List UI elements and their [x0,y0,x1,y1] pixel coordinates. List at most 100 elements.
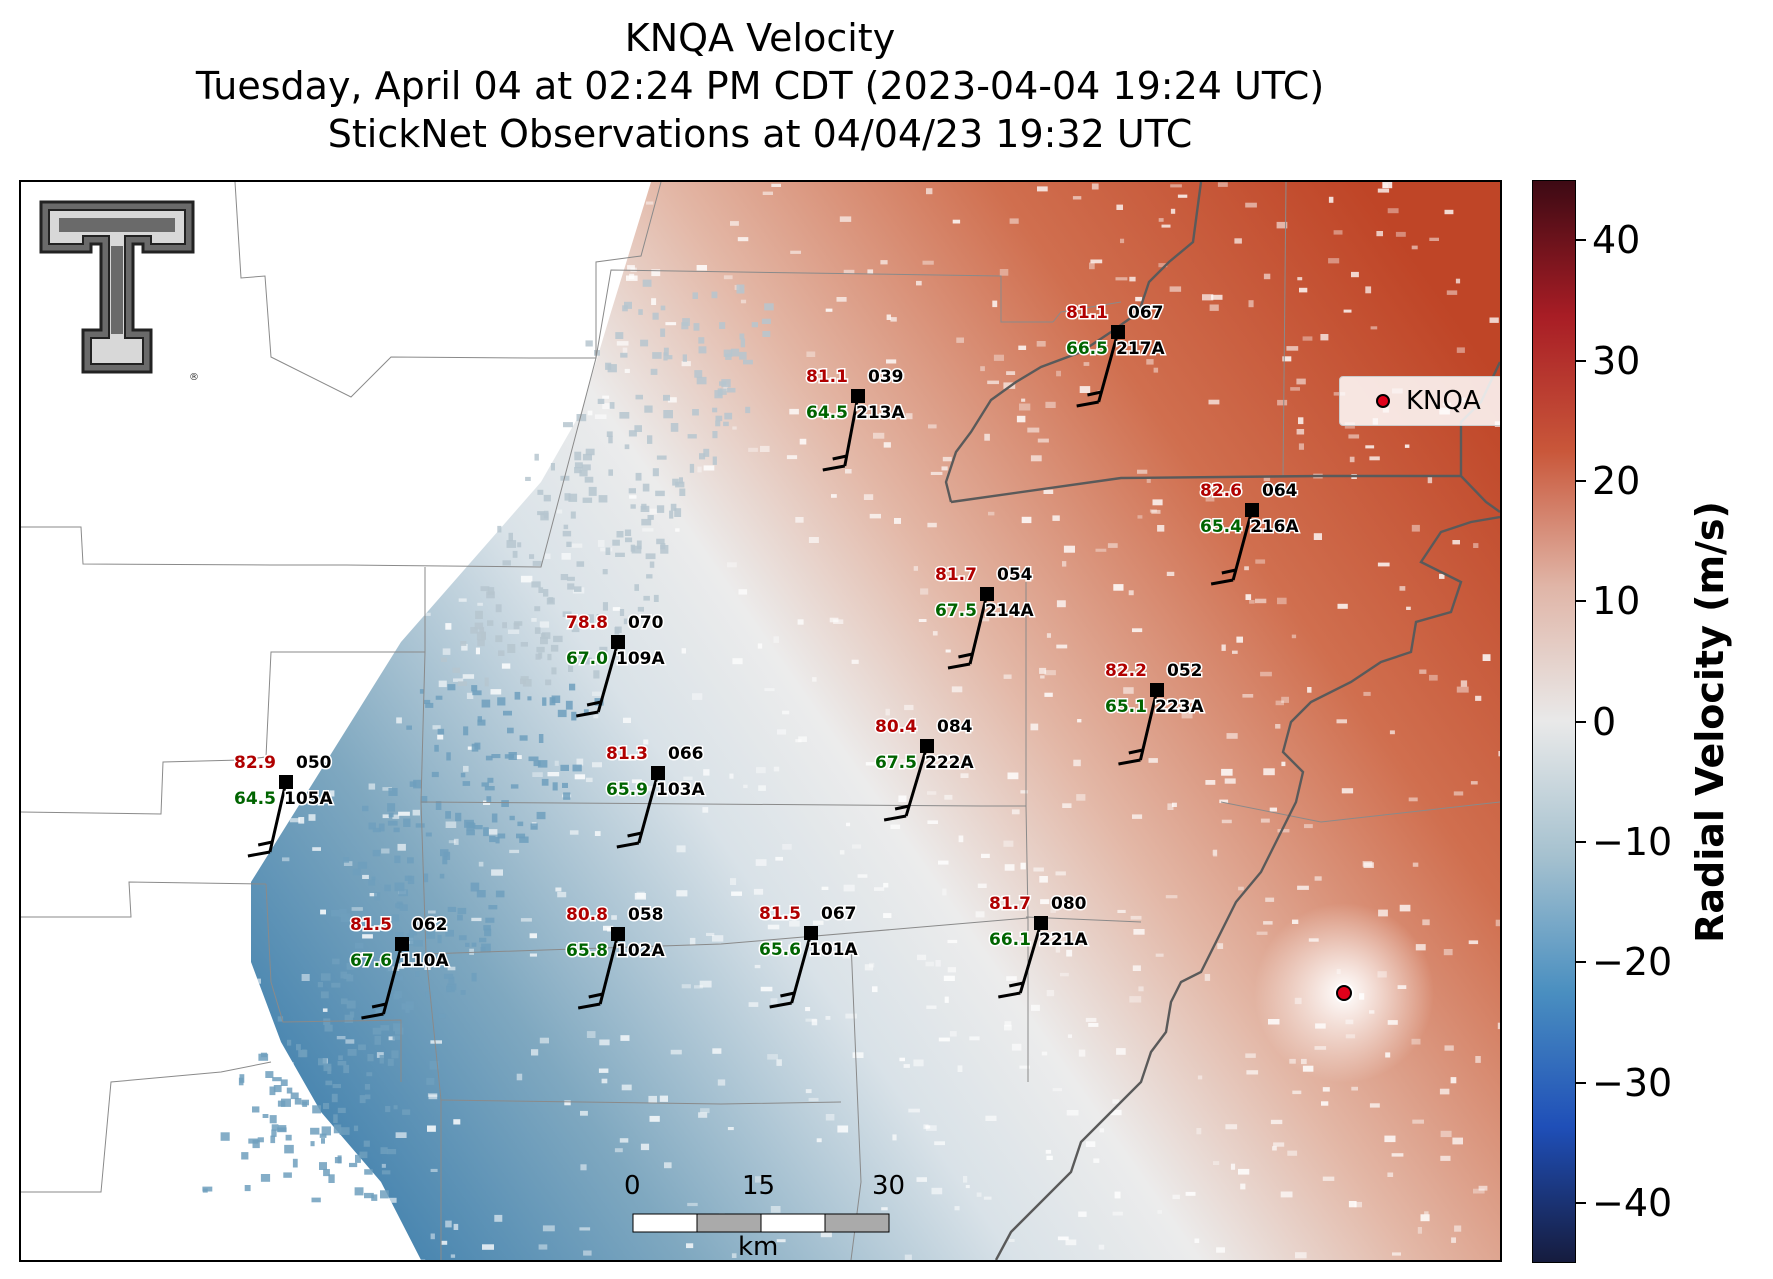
colorbar-tick-mark [1576,1201,1586,1204]
station-marker [279,775,293,789]
station-temperature: 81.1 [806,367,848,387]
wind-barb-flag [894,804,910,811]
colorbar-tick-mark [1576,600,1586,603]
station-dewpoint: 65.4 [1200,517,1242,537]
colorbar-tick-mark [1576,961,1586,964]
wind-barb-flag [1221,568,1237,575]
map-legend: KNQA [1339,376,1500,426]
legend-label: KNQA [1406,386,1481,416]
station-id: 105A [284,789,333,809]
station-dewpoint: 66.5 [1066,339,1108,359]
station-216A[interactable]: 82.6 064 65.4 216A [1199,480,1301,586]
station-temperature: 82.2 [1105,661,1147,681]
station-105A[interactable]: 82.9 050 64.5 105A [233,752,335,858]
station-213A[interactable]: 81.1 039 64.5 213A [805,366,907,472]
station-dewpoint: 65.9 [606,780,648,800]
registered-mark: ® [189,372,199,383]
station-wind-direction: 050 [296,753,332,773]
station-dewpoint: 67.0 [566,649,608,669]
station-marker [804,926,818,940]
station-102A[interactable]: 80.8 058 65.8 102A [565,904,667,1010]
wind-barb-shaft [843,395,860,467]
station-217A[interactable]: 81.1 067 66.5 217A [1065,302,1167,408]
station-103A[interactable]: 81.3 066 65.9 103A [605,743,707,849]
station-dewpoint: 67.5 [935,601,977,621]
wind-barb-shaft [790,932,813,1004]
wind-barb-flag [616,841,640,849]
station-id: 217A [1116,339,1165,359]
station-marker [651,766,665,780]
colorbar-tick-label: 10 [1592,579,1641,624]
station-dewpoint: 64.5 [234,789,276,809]
station-id: 101A [809,940,858,960]
wind-barb-flag [1076,400,1099,408]
station-dewpoint: 65.1 [1105,697,1147,717]
colorbar [1532,180,1576,1263]
station-109A[interactable]: 78.8 070 67.0 109A [565,612,667,718]
wind-barb-flag [769,1001,792,1009]
wind-barb-flag [588,992,604,999]
county-boundaries [21,182,1500,1260]
wind-barb-flag [780,991,795,998]
colorbar-tick-mark [1576,720,1586,723]
station-wind-direction: 058 [628,905,664,925]
wind-barb-flag [947,662,971,670]
wind-barb-shaft [637,772,660,844]
scale-unit: km [738,1232,779,1262]
station-id: 110A [400,951,449,971]
sticknet-stations: 81.1 039 64.5 213A 81.1 067 66.5 217A 82.6 064 65.… [233,302,1301,1020]
station-222A[interactable]: 80.4 084 67.5 222A [874,716,976,822]
wind-barb-flag [832,454,847,461]
colorbar-tick-mark [1576,479,1586,482]
wind-barb-flag [1087,390,1102,397]
scale-label-30: 30 [872,1171,906,1201]
station-wind-direction: 070 [628,613,664,633]
station-id: 216A [1250,517,1299,537]
station-temperature: 81.3 [606,744,648,764]
station-marker [1245,503,1259,517]
radar-map[interactable]: ® 81.1 039 64.5 213A 81.1 067 66.5 217A 82.6 064 6… [19,180,1502,1262]
colorbar-tick-mark [1576,1081,1586,1084]
station-wind-direction: 052 [1167,661,1203,681]
wind-barb-shaft [598,933,620,1005]
wind-barb-shaft [382,943,404,1015]
wind-barb-flag [575,710,599,718]
colorbar-tick-label: 20 [1592,458,1641,503]
station-temperature: 81.7 [989,894,1031,914]
wind-barb-flag [822,464,846,472]
wind-barb-shaft [268,781,288,853]
wind-barb-flag [247,850,271,858]
station-marker [1111,325,1125,339]
station-110A[interactable]: 81.5 062 67.6 110A [349,914,451,1020]
station-temperature: 78.8 [566,613,608,633]
station-dewpoint: 67.6 [350,951,392,971]
station-id: 103A [656,780,705,800]
station-dewpoint: 67.5 [875,753,917,773]
wind-barb-flag [1008,981,1024,988]
colorbar-tick-label: −40 [1592,1180,1673,1225]
station-wind-direction: 067 [821,904,857,924]
station-221A[interactable]: 81.7 080 66.1 221A [988,893,1090,999]
station-wind-direction: 064 [1262,481,1298,501]
scale-label-15: 15 [742,1171,776,1201]
wind-barb-flag [577,1002,601,1010]
wind-barb-shaft [596,641,620,713]
wind-barb-flag [883,814,907,822]
station-temperature: 81.1 [1066,303,1108,323]
station-temperature: 81.5 [350,915,392,935]
station-temperature: 80.8 [566,905,608,925]
station-marker [611,927,625,941]
knqa-radar-marker[interactable] [1334,983,1354,1003]
station-marker [1150,683,1164,697]
colorbar-tick-label: 40 [1592,218,1641,263]
station-223A[interactable]: 82.2 052 65.1 223A [1104,660,1206,766]
station-marker [920,739,934,753]
wind-barb-flag [361,1012,384,1020]
station-wind-direction: 080 [1051,894,1087,914]
wind-barb-flag [1210,578,1234,586]
station-101A[interactable]: 81.5 067 65.6 101A [758,903,860,1009]
station-marker [611,635,625,649]
station-marker [1034,916,1048,930]
station-214A[interactable]: 81.7 054 67.5 214A [934,564,1036,670]
station-temperature: 80.4 [875,717,917,737]
